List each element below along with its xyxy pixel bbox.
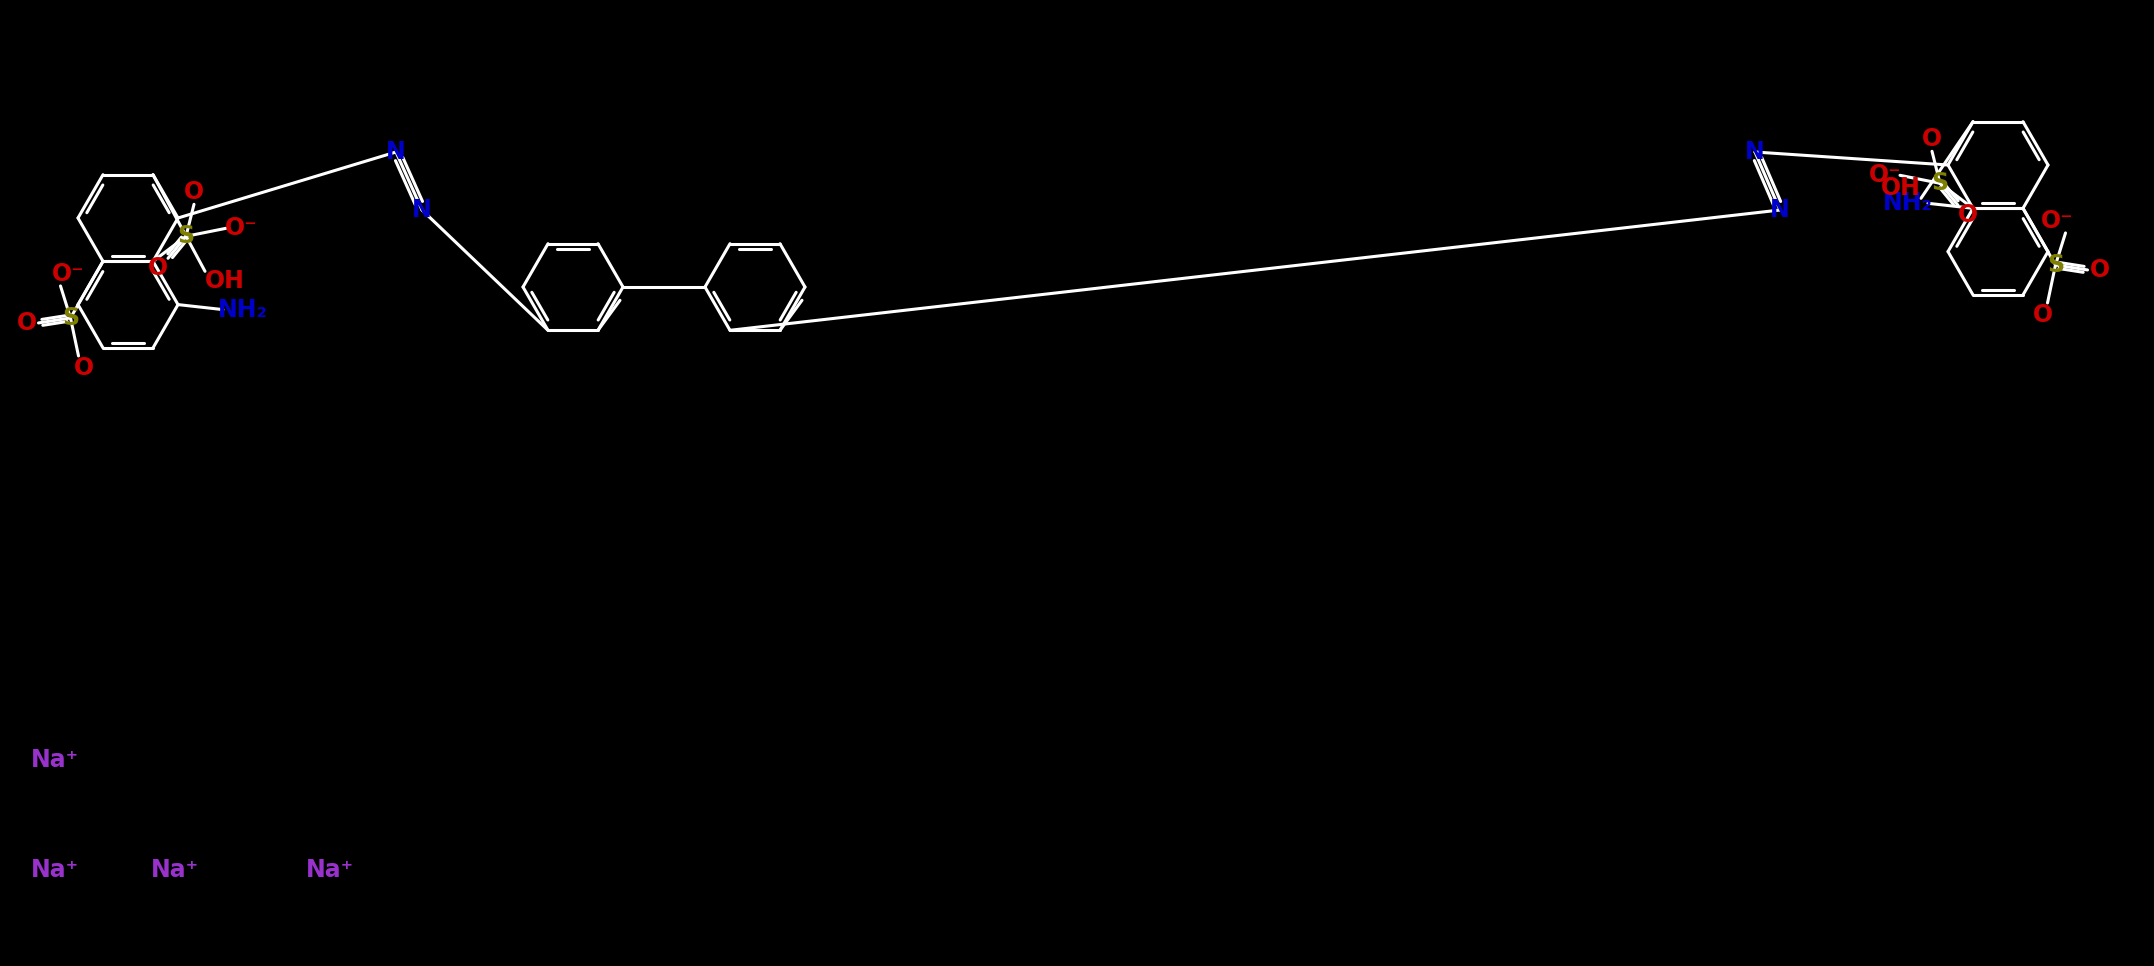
Text: O: O (1958, 203, 1977, 227)
Text: Na⁺: Na⁺ (151, 858, 198, 882)
Text: O: O (73, 355, 93, 380)
Text: NH₂: NH₂ (218, 298, 267, 322)
Text: Na⁺: Na⁺ (306, 858, 353, 882)
Text: N: N (1771, 198, 1790, 222)
Text: Na⁺: Na⁺ (30, 858, 80, 882)
Text: O: O (2089, 258, 2109, 282)
Text: S: S (2046, 253, 2064, 277)
Text: O: O (183, 181, 205, 204)
Text: O: O (2033, 303, 2053, 327)
Text: S: S (177, 224, 194, 248)
Text: O⁻: O⁻ (1870, 163, 1902, 187)
Text: N: N (1745, 140, 1764, 164)
Text: S: S (1932, 171, 1949, 195)
Text: NH₂: NH₂ (1883, 191, 1932, 215)
Text: O⁻: O⁻ (224, 216, 256, 241)
Text: N: N (411, 198, 431, 222)
Text: O: O (17, 311, 37, 335)
Text: O: O (149, 256, 168, 280)
Text: OH: OH (205, 270, 246, 294)
Text: O⁻: O⁻ (2042, 209, 2074, 233)
Text: O: O (1921, 128, 1943, 152)
Text: OH: OH (1880, 177, 1921, 200)
Text: Na⁺: Na⁺ (30, 748, 80, 772)
Text: N: N (386, 140, 405, 164)
Text: S: S (62, 306, 80, 330)
Text: O⁻: O⁻ (52, 262, 84, 286)
